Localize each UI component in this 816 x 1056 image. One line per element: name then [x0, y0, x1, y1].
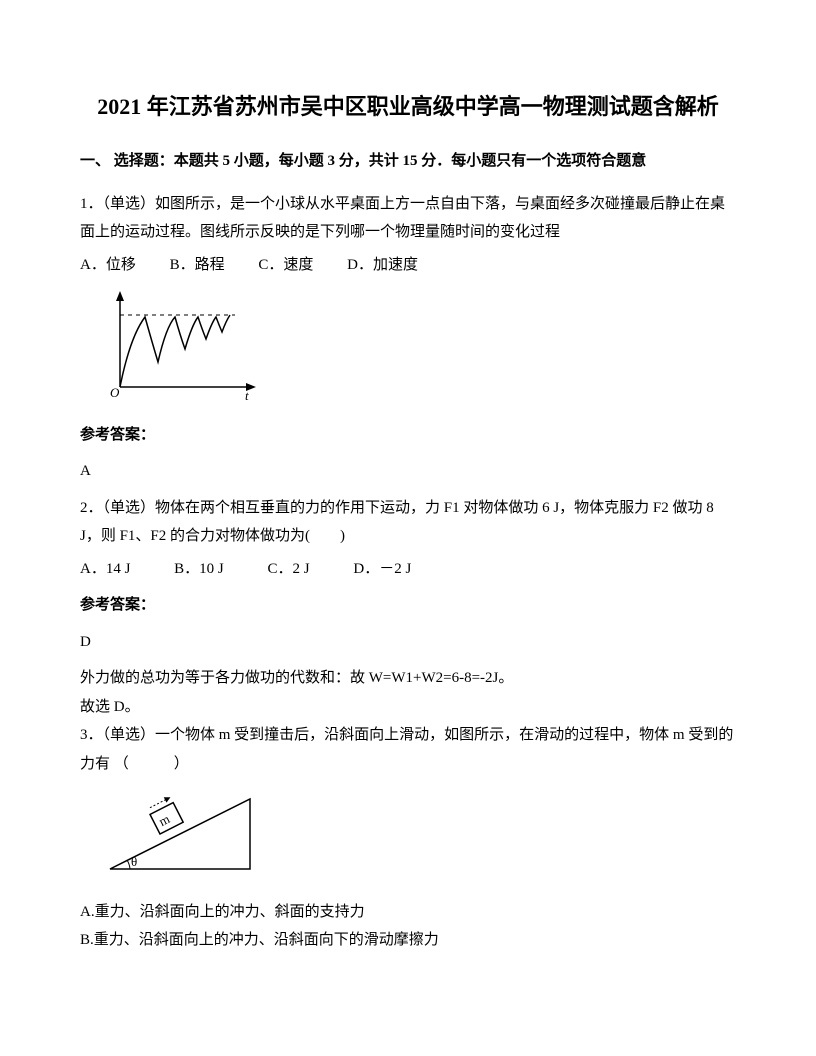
block-m-label: m — [156, 811, 172, 829]
axis-t-label: t — [245, 388, 249, 402]
question-2-options: A．14 J B．10 J C．2 J D．－2 J — [80, 555, 736, 584]
q3-option-b: B.重力、沿斜面向上的冲力、沿斜面向下的滑动摩擦力 — [80, 926, 736, 955]
q3-figure: m θ — [100, 784, 736, 890]
question-1-options: A．位移 B．路程 C．速度 D．加速度 — [80, 251, 736, 280]
q2-explanation-2: 故选 D。 — [80, 693, 736, 722]
q2-option-b: B．10 J — [174, 561, 224, 577]
question-1-text: 1．（单选）如图所示，是一个小球从水平桌面上方一点自由下落，与桌面经多次碰撞最后… — [80, 190, 736, 247]
q2-explanation-1: 外力做的总功为等于各力做功的代数和：故 W=W1+W2=6-8=-2J。 — [80, 664, 736, 693]
section-header: 一、 选择题：本题共 5 小题，每小题 3 分，共计 15 分．每小题只有一个选… — [80, 147, 736, 176]
q1-answer: A — [80, 457, 736, 486]
page-title: 2021 年江苏省苏州市吴中区职业高级中学高一物理测试题含解析 — [80, 90, 736, 123]
q2-answer-label: 参考答案： — [80, 591, 736, 620]
question-3-text: 3．（单选）一个物体 m 受到撞击后，沿斜面向上滑动，如图所示，在滑动的过程中，… — [80, 721, 736, 778]
q2-option-d: D．－2 J — [353, 561, 411, 577]
q1-option-a: A．位移 — [80, 257, 136, 273]
q2-option-a: A．14 J — [80, 561, 130, 577]
q1-answer-label: 参考答案： — [80, 421, 736, 450]
q1-option-d: D．加速度 — [347, 257, 418, 273]
axis-o-label: O — [110, 385, 120, 400]
q2-option-c: C．2 J — [268, 561, 310, 577]
q1-option-c: C．速度 — [258, 257, 313, 273]
angle-theta-label: θ — [131, 854, 137, 869]
q1-figure: O t — [100, 287, 736, 413]
q2-answer: D — [80, 628, 736, 657]
q3-option-a: A.重力、沿斜面向上的冲力、斜面的支持力 — [80, 898, 736, 927]
question-2-text: 2．（单选）物体在两个相互垂直的力的作用下运动，力 F1 对物体做功 6 J，物… — [80, 494, 736, 551]
q1-option-b: B．路程 — [170, 257, 225, 273]
